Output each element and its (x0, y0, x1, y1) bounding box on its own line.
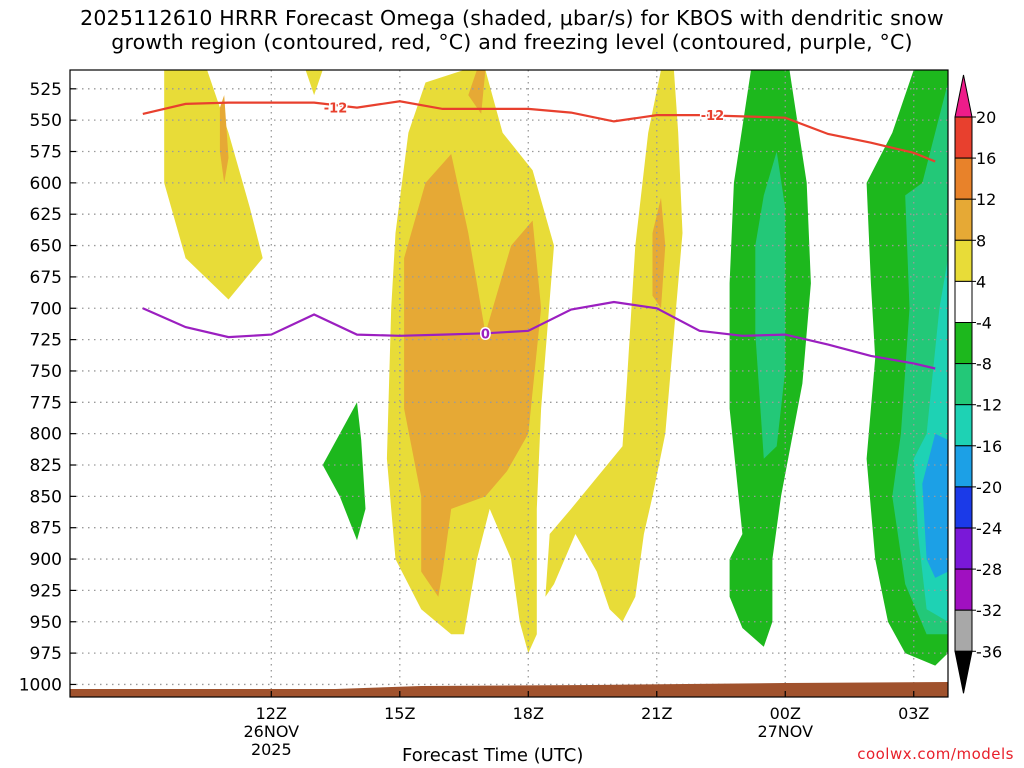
upward-motion-8-12-area-0 (219, 95, 229, 183)
y-tick-label-525: 525 (30, 80, 62, 100)
y-tick-label-600: 600 (30, 174, 62, 194)
y-tick-label-700: 700 (30, 299, 62, 319)
upward-motion-8-12-area-3 (652, 197, 666, 309)
y-tick-label-950: 950 (30, 613, 62, 633)
colorbar-box-12 (954, 568, 973, 611)
upward-motion-4-8-area-0 (164, 70, 263, 300)
colorbar-box-9 (954, 445, 973, 488)
x-date-label-00Z: 27NOV (757, 722, 813, 741)
colorbar-label-7: -12 (976, 396, 1002, 415)
x-tick-label-21Z: 21Z (641, 704, 672, 723)
contour-label-0-0: -12 (324, 102, 348, 117)
colorbar-box-3 (954, 198, 973, 241)
x-tick-label-15Z: 15Z (384, 704, 415, 723)
terrain-fill (70, 682, 948, 697)
y-tick-label-925: 925 (30, 581, 62, 601)
y-tick-label-650: 650 (30, 237, 62, 257)
chart-title-line1: 2025112610 HRRR Forecast Omega (shaded, … (80, 6, 944, 30)
upward-motion-4-8-area-1 (305, 70, 323, 96)
y-tick-label-825: 825 (30, 456, 62, 476)
plot-frame (69, 69, 949, 698)
colorbar-box-13 (954, 609, 973, 652)
upward-motion-8-12-area-2 (404, 154, 542, 597)
y-tick-label-775: 775 (30, 393, 62, 413)
site-credit: coolwx.com/models (857, 745, 1014, 763)
y-tick-label-1000: 1000 (19, 675, 62, 695)
colorbar-label-10: -24 (976, 519, 1002, 538)
contour-label-1-0: 0 (481, 327, 490, 342)
colorbar-box-8 (954, 404, 973, 447)
x-tick-label-03Z: 03Z (898, 704, 929, 723)
colorbar-label-1: 16 (976, 149, 996, 168)
colorbar-box-4 (954, 239, 973, 282)
y-tick-label-800: 800 (30, 425, 62, 445)
colorbar-label-0: 20 (976, 108, 996, 127)
y-tick-label-750: 750 (30, 362, 62, 382)
x-tick-label-18Z: 18Z (513, 704, 544, 723)
y-tick-label-675: 675 (30, 268, 62, 288)
colorbar-label-12: -32 (976, 601, 1002, 620)
x-year-label-12Z: 2025 (251, 740, 292, 759)
downward-motion-4-8-area-0 (322, 402, 366, 541)
y-tick-label-550: 550 (30, 111, 62, 131)
colorbar-top-arrow (954, 74, 973, 118)
downward-motion-8-12-area-0 (755, 151, 786, 459)
axes: 525 550 575 600 625 650 675 700 725 750 775 800 825 8… (19, 69, 949, 759)
colorbar-label-9: -20 (976, 478, 1002, 497)
y-tick-label-625: 625 (30, 205, 62, 225)
y-tick-label-900: 900 (30, 550, 62, 570)
colorbar-label-6: -8 (976, 355, 992, 374)
colorbar-box-6 (954, 322, 973, 365)
contour-label-0-1: -12 (701, 109, 725, 124)
colorbar-label-5: -4 (976, 314, 992, 333)
colorbar-label-4: 4 (976, 272, 986, 291)
x-date-label-12Z: 26NOV (244, 722, 300, 741)
terrain-band (70, 682, 948, 697)
colorbar: 20 16 12 8 4 -4 -8 -12 -16 -20 -24 -28 -32 -36 (954, 74, 1002, 694)
colorbar-box-1 (954, 116, 973, 159)
x-axis-label: Forecast Time (UTC) (402, 745, 584, 766)
upward-motion-8-12-area-1 (468, 70, 486, 114)
colorbar-label-11: -28 (976, 560, 1002, 579)
colorbar-box-2 (954, 157, 973, 200)
colorbar-box-7 (954, 363, 973, 406)
x-tick-label-00Z: 00Z (770, 704, 801, 723)
contour-lines: -12 -12 0 (142, 100, 936, 370)
contour-line-1 (142, 300, 936, 370)
colorbar-box-5 (954, 280, 973, 323)
chart-title: 2025112610 HRRR Forecast Omega (shaded, … (0, 6, 1024, 54)
y-tick-label-850: 850 (30, 487, 62, 507)
y-tick-label-725: 725 (30, 331, 62, 351)
x-tick-label-12Z: 12Z (256, 704, 287, 723)
contour-line-0 (142, 100, 936, 163)
colorbar-box-11 (954, 527, 973, 570)
y-tick-label-875: 875 (30, 519, 62, 539)
colorbar-label-2: 12 (976, 190, 996, 209)
colorbar-label-8: -16 (976, 437, 1002, 456)
colorbar-box-10 (954, 486, 973, 529)
upward-motion-4-8-area-3 (545, 70, 683, 622)
chart-title-line2: growth region (contoured, red, °C) and f… (111, 30, 913, 54)
omega-shading (70, 70, 948, 697)
colorbar-label-13: -36 (976, 642, 1002, 661)
y-tick-label-975: 975 (30, 644, 62, 664)
colorbar-label-3: 8 (976, 231, 986, 250)
colorbar-bottom-arrow (954, 650, 973, 694)
grid-lines (70, 70, 948, 697)
downward-motion-16-20-area-0 (922, 433, 948, 578)
y-tick-label-575: 575 (30, 143, 62, 163)
